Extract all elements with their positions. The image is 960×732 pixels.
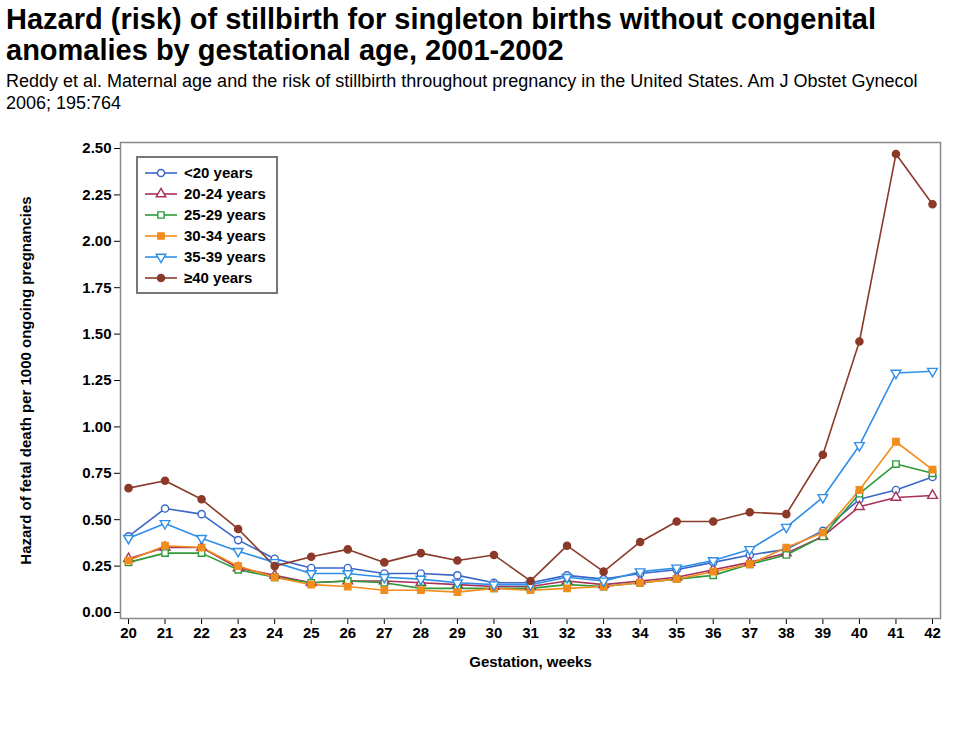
svg-text:26: 26 bbox=[339, 624, 356, 641]
svg-text:41: 41 bbox=[888, 624, 905, 641]
svg-text:29: 29 bbox=[449, 624, 466, 641]
html-text:Hazard (risk) of stillbirth fo: Hazard (risk) of stillbirth for singleto… bbox=[6, 3, 876, 66]
svg-text:33: 33 bbox=[595, 624, 612, 641]
svg-text:2.25: 2.25 bbox=[82, 186, 111, 203]
svg-text:21: 21 bbox=[157, 624, 174, 641]
svg-text:23: 23 bbox=[230, 624, 247, 641]
svg-text:2.50: 2.50 bbox=[82, 139, 111, 156]
svg-text:35: 35 bbox=[668, 624, 685, 641]
svg-text:20: 20 bbox=[120, 624, 137, 641]
html-text:<20 years: <20 years bbox=[184, 164, 253, 181]
svg-text:36: 36 bbox=[705, 624, 722, 641]
svg-text:37: 37 bbox=[741, 624, 758, 641]
html-text:Reddy et al. Maternal age and: Reddy et al. Maternal age and the risk o… bbox=[6, 71, 918, 113]
html-text:35-39 years: 35-39 years bbox=[184, 248, 266, 265]
svg-text:34: 34 bbox=[632, 624, 649, 641]
html-text:30-34 years: 30-34 years bbox=[184, 227, 266, 244]
svg-text:32: 32 bbox=[559, 624, 576, 641]
svg-text:Hazard of fetal death per 1000: Hazard of fetal death per 1000 ongoing p… bbox=[17, 196, 34, 564]
svg-text:42: 42 bbox=[924, 624, 941, 641]
svg-text:0.25: 0.25 bbox=[82, 557, 111, 574]
html-text:20-24 years: 20-24 years bbox=[184, 185, 266, 202]
svg-text:0.00: 0.00 bbox=[82, 603, 111, 620]
svg-text:1.50: 1.50 bbox=[82, 325, 111, 342]
svg-text:28: 28 bbox=[413, 624, 430, 641]
svg-text:0.50: 0.50 bbox=[82, 511, 111, 528]
svg-text:40: 40 bbox=[851, 624, 868, 641]
svg-text:0.75: 0.75 bbox=[82, 464, 111, 481]
svg-text:39: 39 bbox=[815, 624, 832, 641]
svg-text:1.25: 1.25 bbox=[82, 371, 111, 388]
svg-text:2.00: 2.00 bbox=[82, 232, 111, 249]
svg-text:25: 25 bbox=[303, 624, 320, 641]
svg-text:1.75: 1.75 bbox=[82, 279, 111, 296]
svg-text:Gestation, weeks: Gestation, weeks bbox=[469, 653, 592, 670]
html-text:≥40 years: ≥40 years bbox=[184, 269, 253, 286]
svg-text:22: 22 bbox=[193, 624, 210, 641]
svg-text:30: 30 bbox=[486, 624, 503, 641]
svg-text:1.00: 1.00 bbox=[82, 418, 111, 435]
html-text:25-29 years: 25-29 years bbox=[184, 206, 266, 223]
svg-text:31: 31 bbox=[522, 624, 539, 641]
svg-text:24: 24 bbox=[266, 624, 283, 641]
svg-text:38: 38 bbox=[778, 624, 795, 641]
svg-text:27: 27 bbox=[376, 624, 393, 641]
